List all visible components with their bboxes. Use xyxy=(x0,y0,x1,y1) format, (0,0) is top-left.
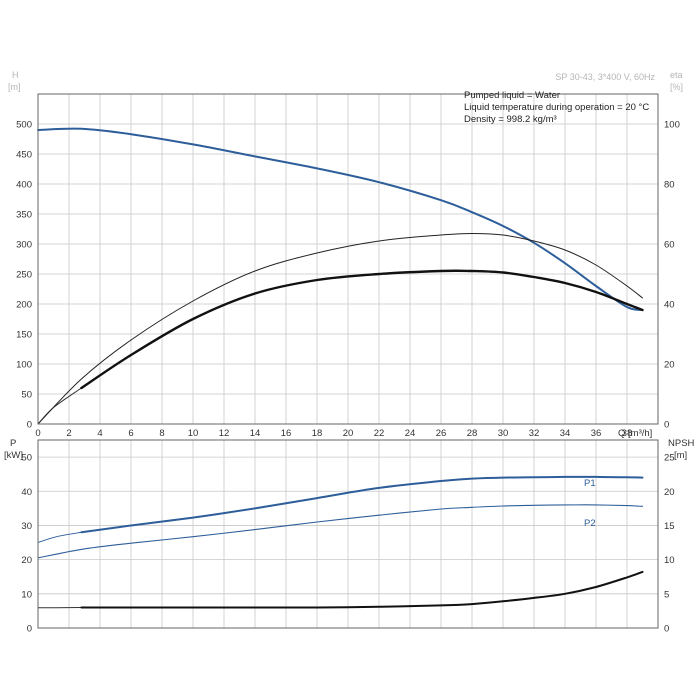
y-left-tick-label: 450 xyxy=(16,150,32,161)
y-left-tick-label: 150 xyxy=(16,330,32,341)
curve-p1 xyxy=(80,475,644,534)
y-right-tick-label: 60 xyxy=(664,240,675,251)
info-line-1: Pumped liquid = Water xyxy=(464,90,560,101)
y-left-tick-label: 50 xyxy=(21,390,32,401)
y-right-tick-label: 10 xyxy=(664,555,675,566)
curve-efficiency-eta xyxy=(37,233,643,425)
bottom-grid xyxy=(38,440,658,628)
x-tick-label: 16 xyxy=(281,428,292,439)
y-axis-label-p: P xyxy=(10,438,16,449)
y-axis-label-npsh: NPSH xyxy=(668,438,695,449)
x-axis-label-q: Q [m³/h] xyxy=(618,428,652,439)
y-right-tick-label: 0 xyxy=(664,624,669,635)
y-right-tick-label: 25 xyxy=(664,453,675,464)
x-tick-label: 10 xyxy=(188,428,199,439)
y-axis-unit-h: [m] xyxy=(8,82,21,92)
y-right-tick-label: 20 xyxy=(664,360,675,371)
x-tick-label: 26 xyxy=(436,428,447,439)
y-axis-label-eta: eta xyxy=(670,70,683,80)
x-tick-label: 36 xyxy=(591,428,602,439)
x-tick-label: 24 xyxy=(405,428,416,439)
y-left-tick-label: 500 xyxy=(16,120,32,131)
y-left-tick-label: 20 xyxy=(21,555,32,566)
header-label: SP 30-43, 3*400 V, 60Hz xyxy=(555,72,655,82)
y-axis-unit-npsh: [m] xyxy=(674,450,687,461)
x-tick-label: 22 xyxy=(374,428,385,439)
x-tick-label: 28 xyxy=(467,428,478,439)
y-left-tick-label: 250 xyxy=(16,270,32,281)
y-right-tick-label: 20 xyxy=(664,487,675,498)
y-right-tick-label: 15 xyxy=(664,521,675,532)
y-right-tick-label: 0 xyxy=(664,420,669,431)
info-line-2: Liquid temperature during operation = 20… xyxy=(464,102,649,113)
series-label-p1: P1 xyxy=(584,478,596,489)
top-curves xyxy=(37,127,644,425)
x-tick-label: 2 xyxy=(66,428,71,439)
top-plot-frame xyxy=(37,93,659,425)
y-left-tick-label: 30 xyxy=(21,521,32,532)
curve-p2 xyxy=(37,504,644,559)
curve-head-h xyxy=(37,127,644,311)
bottom-plot-frame xyxy=(37,439,659,629)
y-left-tick-label: 40 xyxy=(21,487,32,498)
top-grid xyxy=(38,94,658,424)
power-npsh-panel: 0 10 20 30 40 50 0 5 10 15 20 25 P [kW] NPSH [m] P1… xyxy=(4,438,695,635)
info-line-3: Density = 998.2 kg/m³ xyxy=(464,114,557,125)
y-right-tick-label: 5 xyxy=(664,589,669,600)
curve-npsh xyxy=(80,570,644,609)
y-left-tick-label: 200 xyxy=(16,300,32,311)
y-axis-unit-p: [kW] xyxy=(4,450,23,461)
x-tick-label: 0 xyxy=(35,428,40,439)
x-tick-label: 8 xyxy=(159,428,164,439)
x-tick-label: 18 xyxy=(312,428,323,439)
y-left-tick-label: 300 xyxy=(16,240,32,251)
x-tick-label: 20 xyxy=(343,428,354,439)
x-tick-label: 12 xyxy=(219,428,230,439)
y-left-tick-label: 0 xyxy=(27,420,32,431)
x-tick-label: 4 xyxy=(97,428,102,439)
bottom-curves xyxy=(37,475,644,609)
x-tick-label: 38 xyxy=(622,428,633,439)
y-left-tick-label: 350 xyxy=(16,210,32,221)
y-right-tick-label: 40 xyxy=(664,300,675,311)
y-left-tick-label: 50 xyxy=(21,453,32,464)
x-tick-label: 14 xyxy=(250,428,261,439)
y-left-tick-label: 100 xyxy=(16,360,32,371)
x-tick-label: 34 xyxy=(560,428,571,439)
y-left-tick-label: 10 xyxy=(21,589,32,600)
y-axis-unit-eta: [%] xyxy=(670,82,683,92)
y-left-tick-label: 400 xyxy=(16,180,32,191)
x-tick-label: 30 xyxy=(498,428,509,439)
y-axis-label-h: H xyxy=(12,70,19,80)
bottom-ticks: 0 10 20 30 40 50 0 5 10 15 20 25 xyxy=(21,453,674,635)
top-ticks: 0501001502002503003504004505000204060801… xyxy=(16,120,680,440)
series-label-p2: P2 xyxy=(584,518,596,529)
y-right-tick-label: 100 xyxy=(664,120,680,131)
head-efficiency-panel: 0501001502002503003504004505000204060801… xyxy=(8,70,683,439)
x-tick-label: 6 xyxy=(128,428,133,439)
curve-lead-segment xyxy=(37,531,82,543)
curve-efficiency-eta-total xyxy=(80,269,644,390)
x-tick-label: 32 xyxy=(529,428,540,439)
y-right-tick-label: 80 xyxy=(664,180,675,191)
y-left-tick-label: 0 xyxy=(27,624,32,635)
curve-lead-segment xyxy=(37,387,82,425)
